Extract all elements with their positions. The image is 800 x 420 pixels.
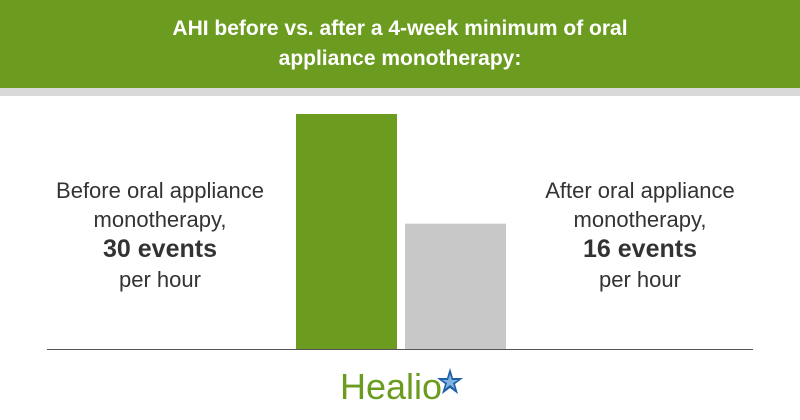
value-label: 30 events: [103, 235, 217, 263]
category-label: Before oral appliance monotherapy,: [56, 178, 264, 232]
logo: Healio: [340, 366, 443, 407]
bar: [405, 223, 506, 349]
header-rule: [0, 88, 800, 96]
chart-title: AHI before vs. after a 4-week minimum of…: [172, 17, 628, 70]
header-band: [0, 0, 800, 88]
unit-label: per hour: [599, 267, 681, 292]
unit-label: per hour: [119, 267, 201, 292]
after-label: After oral appliance monotherapy, 16 eve…: [515, 176, 765, 294]
bar: [296, 114, 397, 349]
logo-star: [437, 368, 463, 394]
category-label: After oral appliance monotherapy,: [545, 178, 735, 232]
value-label: 16 events: [583, 235, 697, 263]
before-label: Before oral appliance monotherapy, 30 ev…: [35, 176, 285, 294]
